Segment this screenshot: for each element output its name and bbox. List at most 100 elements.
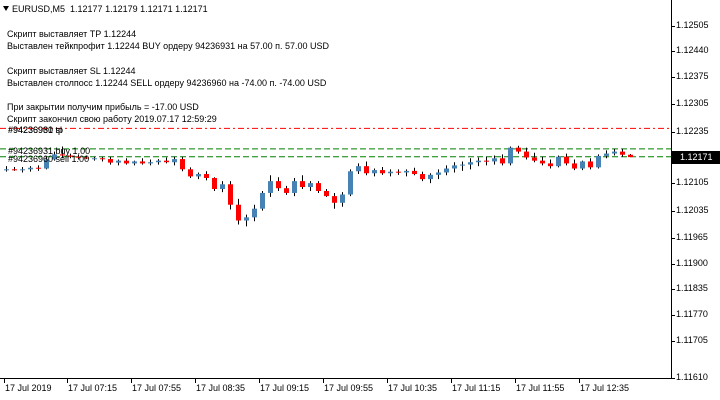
candle-body <box>292 181 297 193</box>
candle-body <box>212 177 217 189</box>
dropdown-arrow-icon[interactable] <box>3 6 9 11</box>
time-tick-mark <box>323 379 324 383</box>
candle-body <box>564 156 569 164</box>
candle-body <box>316 183 321 191</box>
candle-body <box>492 158 497 162</box>
candle-body <box>364 166 369 174</box>
tp-line-label: #94236931 tp <box>8 125 64 135</box>
candle-body <box>188 169 193 177</box>
price-tick-label: 1.12440 <box>676 45 709 56</box>
comment-line: Скрипт выставляет TP 1.12244 <box>7 29 137 39</box>
candle-body <box>164 160 169 163</box>
candle-body <box>460 164 465 166</box>
price-tick-mark <box>672 25 675 27</box>
price-tick-mark <box>672 183 675 185</box>
candle-body <box>396 171 401 173</box>
candle-body <box>428 174 433 180</box>
time-tick-label: 17 Jul 07:55 <box>132 383 182 393</box>
candle-body <box>388 171 393 174</box>
candle-body <box>412 170 417 175</box>
candle-body <box>4 169 9 171</box>
candle-body <box>468 162 473 165</box>
price-tick-label: 1.12305 <box>676 98 709 109</box>
candle-body <box>556 156 561 167</box>
time-tick-mark <box>259 379 260 383</box>
candle-body <box>348 171 353 195</box>
time-tick-label: 17 Jul 08:35 <box>196 383 246 393</box>
candle-body <box>476 160 481 163</box>
candle-body <box>628 154 633 158</box>
price-tick-label: 1.12505 <box>676 19 709 30</box>
candle-body <box>220 184 225 189</box>
candle-body <box>484 160 489 162</box>
comment-line: Скрипт закончил свою работу 2019.07.17 1… <box>7 114 217 124</box>
candle-body <box>604 153 609 156</box>
candle-body <box>124 160 129 164</box>
price-tick-mark <box>672 51 675 53</box>
candle-body <box>444 168 449 173</box>
candle-body <box>516 147 521 152</box>
candle-body <box>36 167 41 169</box>
candle-body <box>28 167 33 170</box>
price-tick-label: 1.11705 <box>676 334 708 345</box>
candle-body <box>420 174 425 180</box>
candle-body <box>356 166 361 172</box>
candle-body <box>196 174 201 177</box>
candle-body <box>596 155 601 168</box>
time-tick-label: 17 Jul 12:35 <box>580 383 630 393</box>
comment-line: Выставлен тейкпрофит 1.12244 BUY ордеру … <box>7 41 330 51</box>
time-tick-label: 17 Jul 09:15 <box>260 383 310 393</box>
time-tick-mark <box>387 379 388 383</box>
candle-body <box>76 156 81 158</box>
candle-body <box>44 159 49 169</box>
candle-body <box>372 170 377 174</box>
price-tick-mark <box>672 340 675 342</box>
candle-body <box>236 204 241 221</box>
price-tick-mark <box>672 210 675 212</box>
sl-line-label: #94236960 sl <box>8 125 63 135</box>
chart-area[interactable]: EURUSD,M5 1.12177 1.12179 1.12171 1.1217… <box>0 0 672 379</box>
candle-body <box>524 151 529 158</box>
candle-body <box>508 147 513 164</box>
comment-line: Скрипт выставляет SL 1.12244 <box>7 66 136 76</box>
candle-body <box>572 163 577 169</box>
buy-order-label: #94236931 buy 1.00 <box>8 146 91 156</box>
candle-body <box>84 157 89 159</box>
time-tick-label: 17 Jul 07:15 <box>68 383 118 393</box>
price-tick-mark <box>672 76 675 78</box>
candle-body <box>252 208 257 218</box>
candle-body <box>452 165 457 169</box>
time-tick-mark <box>451 379 452 383</box>
candle-body <box>148 162 153 164</box>
candle-body <box>172 159 177 163</box>
candle-body <box>12 169 17 171</box>
price-axis[interactable]: 1.12505 1.12375 1.12235 1.12105 1.11965 1.118… <box>672 0 720 382</box>
candle-body <box>548 163 553 167</box>
candle-body <box>268 181 273 193</box>
price-tick-label: 1.11965 <box>676 232 708 243</box>
time-tick-label: 17 Jul 10:35 <box>388 383 438 393</box>
candle-body <box>332 196 337 203</box>
price-tick-mark <box>672 263 675 265</box>
time-tick-label: 17 Jul 09:55 <box>324 383 374 393</box>
candle-body <box>204 174 209 178</box>
candle-body <box>140 161 145 164</box>
candle-body <box>228 184 233 205</box>
candle-body <box>340 194 345 203</box>
candle-body <box>52 154 57 160</box>
price-tick-mark <box>672 238 675 240</box>
price-tick-label: 1.11610 <box>676 372 708 382</box>
candle-body <box>580 161 585 169</box>
time-tick-label: 17 Jul 11:55 <box>516 383 565 393</box>
candle-body <box>380 170 385 174</box>
price-tick-mark <box>672 104 675 106</box>
candle-body <box>404 170 409 173</box>
candle-body <box>500 158 505 164</box>
candle-body <box>284 188 289 193</box>
candle-body <box>436 172 441 175</box>
comment-line: При закрытии получим прибыль = -17.00 US… <box>7 102 199 112</box>
time-axis[interactable]: 17 Jul 2019 17 Jul 07:15 17 Jul 07:55 17 Ju… <box>0 379 720 400</box>
candle-body <box>180 159 185 170</box>
candle-body <box>116 160 121 163</box>
candlestick-chart <box>0 127 671 227</box>
